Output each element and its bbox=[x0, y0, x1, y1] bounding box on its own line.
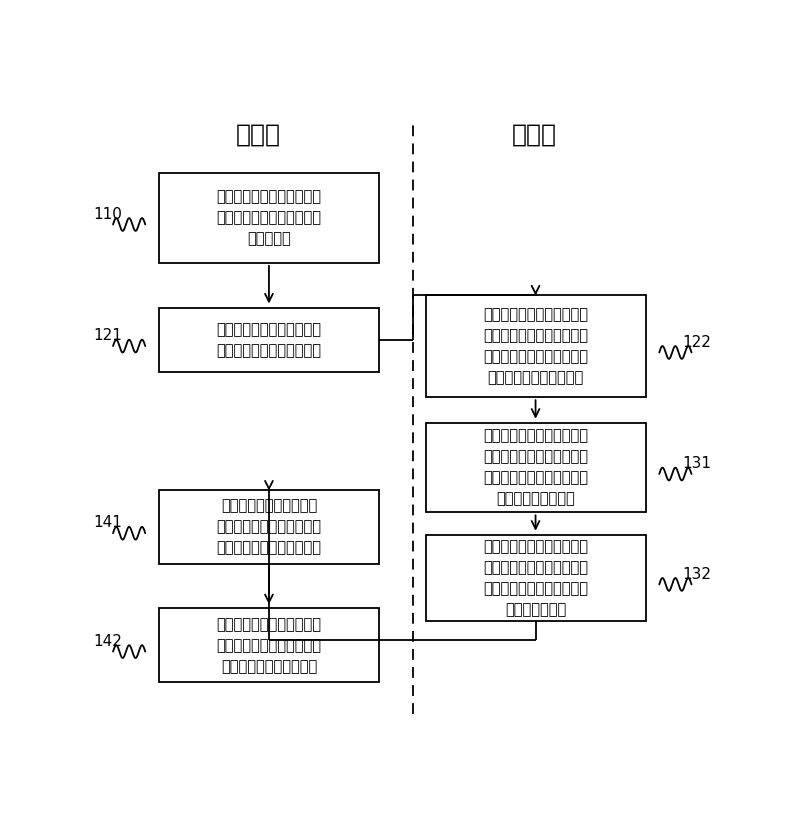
FancyBboxPatch shape bbox=[159, 490, 379, 563]
Text: 当终端检测到控件容器中的
拍照控件被触摸后，将被触
摸的拍照控件作为激活控件
显示在控件容器以外: 当终端检测到控件容器中的 拍照控件被触摸后，将被触 摸的拍照控件作为激活控件 显… bbox=[483, 429, 588, 507]
Text: 在运行态中，所述终端根据
所述用户对所述激活控件的
操作实时调节所述视频流: 在运行态中，所述终端根据 所述用户对所述激活控件的 操作实时调节所述视频流 bbox=[217, 617, 322, 674]
Text: 终端进入拍照模式后，由该
终端的摄像头摄取实时图像
形成视频流: 终端进入拍照模式后，由该 终端的摄像头摄取实时图像 形成视频流 bbox=[217, 189, 322, 247]
FancyBboxPatch shape bbox=[426, 295, 646, 397]
Text: 110: 110 bbox=[94, 207, 122, 222]
Text: 编辑态: 编辑态 bbox=[511, 123, 557, 147]
FancyBboxPatch shape bbox=[426, 535, 646, 622]
Text: 所述终端根据用户对所述激
活控件执行的拖动操作将该
激活控件显示在所述区域内
被拖动到的位置: 所述终端根据用户对所述激 活控件执行的拖动操作将该 激活控件显示在所述区域内 被… bbox=[483, 539, 588, 617]
Text: 终端在触摸显示屏中显示所
述视频流以及模式切换按键: 终端在触摸显示屏中显示所 述视频流以及模式切换按键 bbox=[217, 322, 322, 357]
Text: 当终端在编辑态中检测到
模式切换按键被触摸从而进
入运行态时，隐藏控件容器: 当终端在编辑态中检测到 模式切换按键被触摸从而进 入运行态时，隐藏控件容器 bbox=[217, 499, 322, 555]
FancyBboxPatch shape bbox=[159, 608, 379, 682]
Text: 142: 142 bbox=[94, 634, 122, 649]
FancyBboxPatch shape bbox=[159, 307, 379, 371]
FancyBboxPatch shape bbox=[159, 174, 379, 263]
FancyBboxPatch shape bbox=[426, 423, 646, 513]
Text: 132: 132 bbox=[682, 567, 711, 582]
Text: 131: 131 bbox=[682, 456, 711, 471]
Text: 122: 122 bbox=[682, 335, 711, 350]
Text: 141: 141 bbox=[94, 515, 122, 530]
Text: 运行态: 运行态 bbox=[236, 123, 281, 147]
Text: 121: 121 bbox=[94, 328, 122, 343]
Text: 当终端检测到模式切换按键
被触摸从而进入编辑态时，
在触摸显示屏中显示包含有
多个拍照控件的控件容器: 当终端检测到模式切换按键 被触摸从而进入编辑态时， 在触摸显示屏中显示包含有 多… bbox=[483, 307, 588, 385]
